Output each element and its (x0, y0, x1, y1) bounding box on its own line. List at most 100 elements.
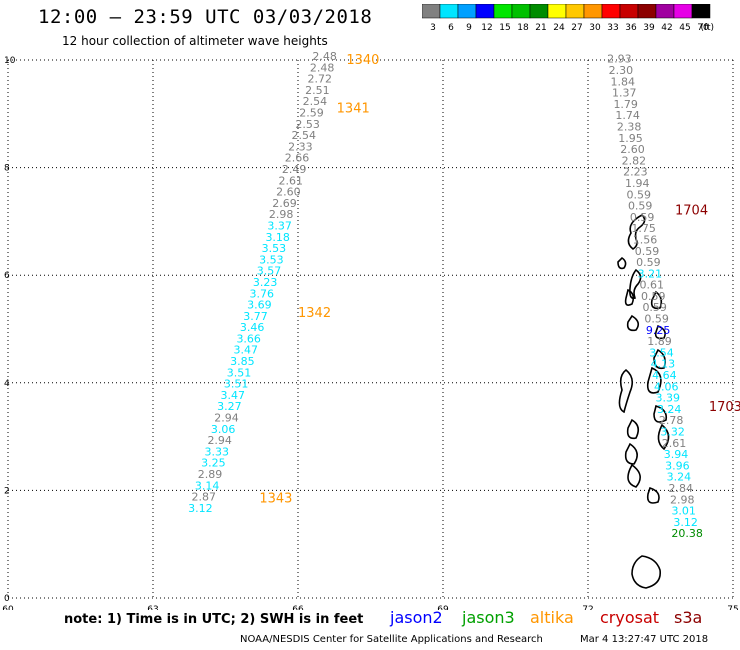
generation-timestamp: Mar 4 13:27:47 UTC 2018 (580, 634, 709, 645)
swh-value-s3a: 3.94 (664, 448, 689, 461)
swh-value-altika: 3.25 (201, 457, 226, 470)
swh-value-altika: 3.53 (259, 253, 284, 266)
legend-swatch-label: 39 (643, 23, 655, 33)
legend-swatch-70 (691, 4, 711, 19)
legend-swatch-label: 6 (448, 23, 454, 33)
island-outline (653, 404, 668, 423)
swh-value-s3a: 3.32 (660, 426, 685, 439)
legend-swatch-label: 3 (430, 23, 436, 33)
island-outline (627, 214, 646, 250)
swh-value-s3a: 3.12 (673, 516, 698, 529)
track-pass-label: 1704 (675, 204, 708, 219)
swh-value-altika: 3.23 (253, 276, 278, 289)
legend-swatch-label: 70 (697, 23, 709, 33)
swh-value-altika: 3.06 (211, 423, 236, 436)
swh-value-altika: 2.89 (198, 468, 223, 481)
swh-value-s3a: 2.82 (622, 154, 647, 167)
swh-value-s3a: 0.59 (627, 188, 652, 201)
track-pass-label: 1340 (346, 53, 379, 68)
y-tick-label: 0 (4, 594, 10, 604)
swh-value-altika: 3.51 (227, 366, 252, 379)
swh-value-altika: 3.33 (205, 445, 230, 458)
island-outline (629, 268, 642, 300)
swh-value-s3a: 2.30 (609, 64, 634, 77)
swh-value-s3a: 2.60 (620, 143, 645, 156)
y-tick-label: 8 (4, 164, 10, 174)
swh-value-s3a: 1.79 (613, 98, 638, 111)
swh-value-s3a: 9.25 (646, 324, 671, 337)
track-pass-label: 1341 (337, 101, 370, 116)
swh-value-s3a: 1.74 (615, 109, 640, 122)
swh-value-s3a: 3.39 (656, 392, 681, 405)
swh-value-s3a: 1.56 (633, 233, 658, 246)
swh-value-s3a: 2.38 (617, 120, 642, 133)
swh-value-s3a: 1.75 (631, 222, 656, 235)
legend-jason3: jason3 (462, 608, 515, 627)
swh-value-altika: 3.85 (230, 355, 255, 368)
swh-value-altika: 3.12 (188, 502, 213, 515)
credit-line: NOAA/NESDIS Center for Satellite Applica… (240, 634, 543, 645)
swh-value-altika: 2.33 (288, 140, 313, 153)
x-tick-label: 72 (582, 605, 593, 610)
swh-value-s3a: 1.89 (647, 335, 672, 348)
swh-value-s3a: 3.21 (638, 267, 663, 280)
swh-value-s3a: 1.84 (611, 75, 636, 88)
swh-value-s3a: 2.78 (659, 414, 684, 427)
swh-value-altika: 2.59 (299, 106, 324, 119)
swh-value-altika: 3.46 (240, 321, 265, 334)
swh-value-altika: 3.57 (257, 265, 282, 278)
swh-value-s3a: 3.24 (667, 471, 692, 484)
track-pass-label: 1343 (259, 491, 292, 506)
legend-cryosat: cryosat (600, 608, 660, 627)
swh-value-s3a: 0.59 (641, 290, 666, 303)
swh-value-altika: 2.54 (292, 129, 317, 142)
y-tick-label: 10 (4, 56, 16, 66)
swh-value-altika: 3.27 (217, 400, 242, 413)
legend-swatch-label: 42 (661, 23, 672, 33)
swh-value-altika: 2.69 (272, 197, 297, 210)
swh-value-s3a: 3.24 (657, 403, 682, 416)
swh-value-altika: 2.48 (312, 50, 337, 63)
legend-swatch-label: 24 (553, 23, 565, 33)
legend-swatch-label: 12 (481, 23, 492, 33)
footnote: note: 1) Time is in UTC; 2) SWH is in fe… (64, 612, 364, 627)
swh-value-s3a: 1.94 (625, 177, 650, 190)
swh-value-s3a: 3.54 (649, 346, 674, 359)
x-tick-label: 66 (292, 605, 304, 610)
legend-swatch-label: 27 (571, 23, 582, 33)
island-outline (617, 256, 627, 270)
island-outline (646, 486, 660, 504)
swh-value-s3a: 2.23 (623, 166, 648, 179)
swh-value-altika: 3.47 (221, 389, 246, 402)
swh-value-altika: 2.54 (303, 95, 328, 108)
track-pass-label: 1342 (298, 306, 331, 321)
swh-value-s3a: 1.37 (612, 87, 637, 100)
island-outline (653, 348, 666, 370)
swh-value-s3a: 0.59 (628, 200, 653, 213)
chart-title: 12:00 – 23:59 UTC 03/03/2018 (38, 6, 373, 28)
swh-value-altika: 3.53 (262, 242, 287, 255)
swh-value-s3a: 20.38 (671, 527, 703, 540)
island-outline (657, 423, 670, 451)
y-tick-label: 4 (4, 379, 10, 389)
legend-swatch-label: 15 (499, 23, 510, 33)
swh-value-s3a: 0.59 (630, 211, 655, 224)
swh-value-altika: 2.87 (192, 491, 217, 504)
legend-swatch-label: 45 (679, 23, 690, 33)
swh-value-altika: 2.94 (214, 412, 239, 425)
swh-value-s3a: 0.61 (640, 279, 665, 292)
island-outline (627, 463, 641, 488)
swh-value-s3a: 0.59 (644, 313, 669, 326)
legend-swatch-label: 21 (535, 23, 546, 33)
swh-value-altika: 2.51 (305, 84, 330, 97)
swh-value-altika: 3.37 (267, 219, 292, 232)
island-outline (646, 366, 662, 394)
legend-altika: altika (530, 608, 574, 627)
legend-swatch-label: 33 (607, 23, 618, 33)
track-pass-label: 1703 (709, 400, 740, 415)
island-outline (618, 368, 634, 414)
swh-value-altika: 2.66 (285, 152, 310, 165)
x-tick-label: 63 (147, 605, 158, 610)
swh-value-altika: 2.60 (276, 186, 301, 199)
